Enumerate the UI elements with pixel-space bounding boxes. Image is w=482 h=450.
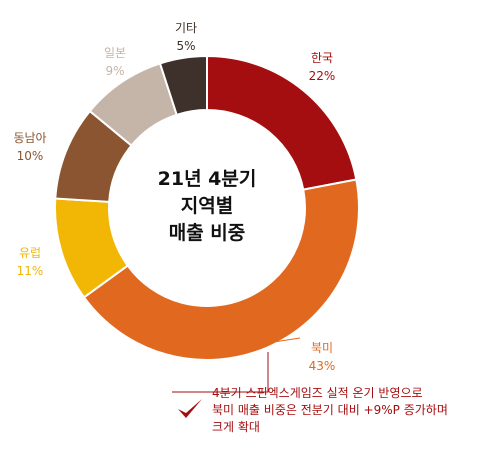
slice-1 xyxy=(82,178,360,361)
slice-label-0: 한국 xyxy=(311,51,333,65)
leader-line-annotation xyxy=(172,352,269,393)
chart-title-line-3: 매출 비중 xyxy=(169,222,246,244)
check-mark-icon xyxy=(178,399,202,418)
annotation-lines: 4분기 스핀엑스게임즈 실적 온기 반영으로 북미 매출 비중은 전분기 대비 … xyxy=(212,385,448,436)
slice-value-2: 11% xyxy=(17,264,44,278)
slice-label-3: 동남아 xyxy=(13,131,46,145)
chart-title-line-2: 지역별 xyxy=(181,195,233,217)
annotation-line-2: 북미 매출 비중은 전분기 대비 +9%P 증가하며 xyxy=(212,403,448,417)
slice-labels: 한국 22% 북미 43% 유럽 11% 동남아 10% 일본 9% 기타 5% xyxy=(13,21,335,373)
slice-value-3: 10% xyxy=(17,149,44,163)
slice-value-0: 22% xyxy=(309,69,336,83)
slice-label-2: 유럽 xyxy=(19,246,41,260)
slice-label-4: 일본 xyxy=(104,46,126,60)
slice-label-5: 기타 xyxy=(175,21,197,35)
slice-label-1: 북미 xyxy=(311,341,333,355)
annotation-line-3: 크게 확대 xyxy=(212,420,260,434)
leader-lines xyxy=(172,337,301,393)
leader-line-north-america xyxy=(246,337,301,352)
donut-slices xyxy=(54,54,360,361)
slice-value-4: 9% xyxy=(105,64,124,78)
slice-value-1: 43% xyxy=(309,359,336,373)
slice-5 xyxy=(158,54,208,117)
annotation-line-1: 4분기 스핀엑스게임즈 실적 온기 반영으로 xyxy=(212,386,423,400)
chart-title-line-1: 21년 4분기 xyxy=(158,168,257,190)
slice-value-5: 5% xyxy=(176,39,195,53)
